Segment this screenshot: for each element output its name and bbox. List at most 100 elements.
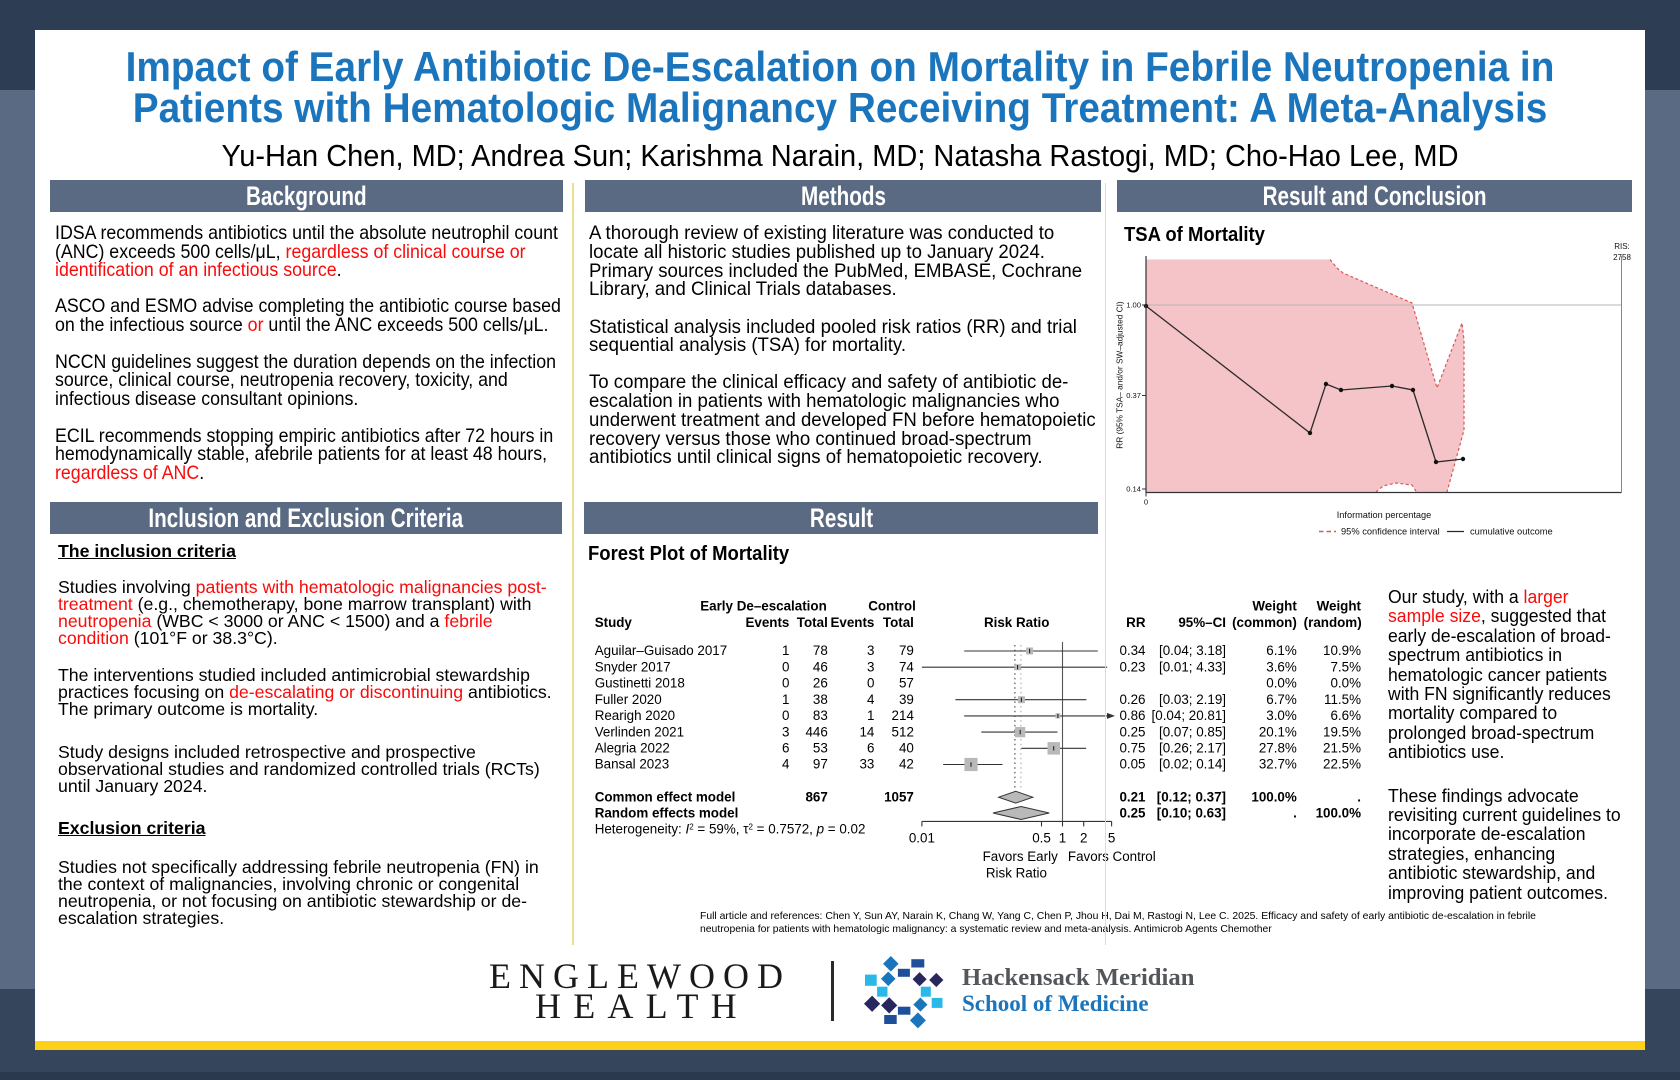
svg-text:0.25: 0.25 [1119,806,1146,821]
svg-text:[0.02; 0.14]: [0.02; 0.14] [1159,757,1226,772]
svg-text:27.8%: 27.8% [1259,741,1297,756]
svg-text:RR: RR [1126,615,1146,630]
svg-text:RR (95% TSA– and/or SW–adjuste: RR (95% TSA– and/or SW–adjusted CI) [1115,301,1125,449]
svg-text:42: 42 [899,757,914,772]
svg-text:1057: 1057 [884,789,914,804]
svg-text:0.34: 0.34 [1119,643,1146,658]
svg-text:[0.04; 20.81]: [0.04; 20.81] [1152,708,1226,723]
svg-text:Weight: Weight [1317,599,1362,614]
svg-text:0.37: 0.37 [1126,391,1141,400]
svg-text:Early De–escalation: Early De–escalation [700,599,827,614]
svg-text:57: 57 [899,676,914,691]
svg-text:0.86: 0.86 [1119,708,1145,723]
svg-text:95%–CI: 95%–CI [1178,615,1226,630]
svg-text:[0.07; 0.85]: [0.07; 0.85] [1159,724,1226,739]
svg-text:Events: Events [745,615,789,630]
svg-text:1: 1 [782,692,789,707]
svg-text:74: 74 [899,659,914,674]
svg-text:6.6%: 6.6% [1330,708,1361,723]
svg-text:40: 40 [899,741,914,756]
svg-text:6: 6 [867,741,874,756]
svg-text:6.7%: 6.7% [1266,692,1297,707]
svg-text:83: 83 [813,708,828,723]
svg-text:0.25: 0.25 [1119,724,1145,739]
svg-text:.: . [1357,789,1361,804]
svg-text:0.01: 0.01 [909,831,935,846]
svg-text:78: 78 [813,643,828,658]
svg-text:Weight: Weight [1252,599,1297,614]
svg-text:Favors Early: Favors Early [983,849,1058,864]
svg-text:0: 0 [782,708,789,723]
svg-text:4: 4 [782,757,790,772]
svg-text:19.5%: 19.5% [1323,724,1361,739]
svg-text:0.75: 0.75 [1119,741,1145,756]
svg-text:Alegria 2022: Alegria 2022 [595,741,670,756]
svg-text:[0.01; 4.33]: [0.01; 4.33] [1159,659,1226,674]
svg-text:3: 3 [867,659,874,674]
svg-text:10.9%: 10.9% [1323,643,1361,658]
svg-text:0: 0 [867,676,874,691]
svg-text:[0.04; 3.18]: [0.04; 3.18] [1159,643,1226,658]
svg-text:Bansal 2023: Bansal 2023 [595,757,669,772]
svg-text:95% confidence interval: 95% confidence interval [1341,527,1440,537]
svg-text:5: 5 [1108,831,1115,846]
svg-text:[0.12; 0.37]: [0.12; 0.37] [1157,789,1226,804]
svg-text:0.05: 0.05 [1119,757,1145,772]
svg-text:0.23: 0.23 [1119,659,1145,674]
svg-text:21.5%: 21.5% [1323,741,1361,756]
svg-text:0.14: 0.14 [1126,485,1141,494]
svg-text:0: 0 [1144,498,1148,507]
svg-text:Fuller 2020: Fuller 2020 [595,692,662,707]
svg-text:Information percentage: Information percentage [1337,510,1432,520]
svg-text:33: 33 [859,757,874,772]
svg-text:53: 53 [813,741,828,756]
svg-text:RIS:: RIS: [1614,242,1630,251]
svg-text:0.26: 0.26 [1119,692,1145,707]
svg-text:20.1%: 20.1% [1259,724,1297,739]
svg-text:100.0%: 100.0% [1251,789,1297,804]
svg-text:22.5%: 22.5% [1323,757,1361,772]
svg-text:3.0%: 3.0% [1266,708,1297,723]
svg-text:[0.10; 0.63]: [0.10; 0.63] [1157,806,1226,821]
svg-text:.: . [1293,806,1297,821]
svg-text:(common): (common) [1232,615,1297,630]
svg-text:Total: Total [883,615,914,630]
svg-text:0.0%: 0.0% [1330,676,1361,691]
svg-text:1: 1 [867,708,874,723]
svg-text:[0.26; 2.17]: [0.26; 2.17] [1159,741,1226,756]
svg-text:214: 214 [892,708,915,723]
svg-text:0: 0 [782,676,789,691]
svg-text:38: 38 [813,692,828,707]
svg-text:1.00: 1.00 [1126,301,1141,310]
svg-text:446: 446 [805,724,827,739]
svg-text:cumulative outcome: cumulative outcome [1470,527,1553,537]
svg-text:32.7%: 32.7% [1259,757,1297,772]
svg-text:512: 512 [892,724,914,739]
svg-text:1: 1 [1059,831,1066,846]
svg-text:7.5%: 7.5% [1330,659,1361,674]
svg-text:Gustinetti 2018: Gustinetti 2018 [595,676,685,691]
svg-text:11.5%: 11.5% [1324,692,1361,707]
svg-text:0.5: 0.5 [1032,831,1051,846]
svg-text:79: 79 [899,643,914,658]
svg-text:46: 46 [813,659,828,674]
svg-text:0: 0 [782,659,789,674]
svg-text:Random effects model: Random effects model [595,806,739,821]
svg-text:(random): (random) [1304,615,1362,630]
svg-text:6.1%: 6.1% [1266,643,1297,658]
svg-text:Common effect model: Common effect model [595,789,736,804]
svg-text:3.6%: 3.6% [1266,659,1297,674]
svg-text:Risk Ratio: Risk Ratio [986,865,1047,880]
svg-text:Verlinden 2021: Verlinden 2021 [595,724,684,739]
svg-text:39: 39 [899,692,914,707]
svg-text:26: 26 [813,676,828,691]
svg-text:2758: 2758 [1613,253,1631,262]
svg-text:14: 14 [859,724,874,739]
svg-text:Favors Control: Favors Control [1068,849,1156,864]
svg-text:100.0%: 100.0% [1316,806,1362,821]
svg-text:Heterogeneity: I2 = 59%, τ2 =: Heterogeneity: I2 = 59%, τ2 = 0.7572, p … [595,822,866,837]
svg-text:Rearigh 2020: Rearigh 2020 [595,708,675,723]
svg-text:Snyder 2017: Snyder 2017 [595,659,671,674]
svg-text:97: 97 [813,757,828,772]
svg-text:3: 3 [867,643,874,658]
